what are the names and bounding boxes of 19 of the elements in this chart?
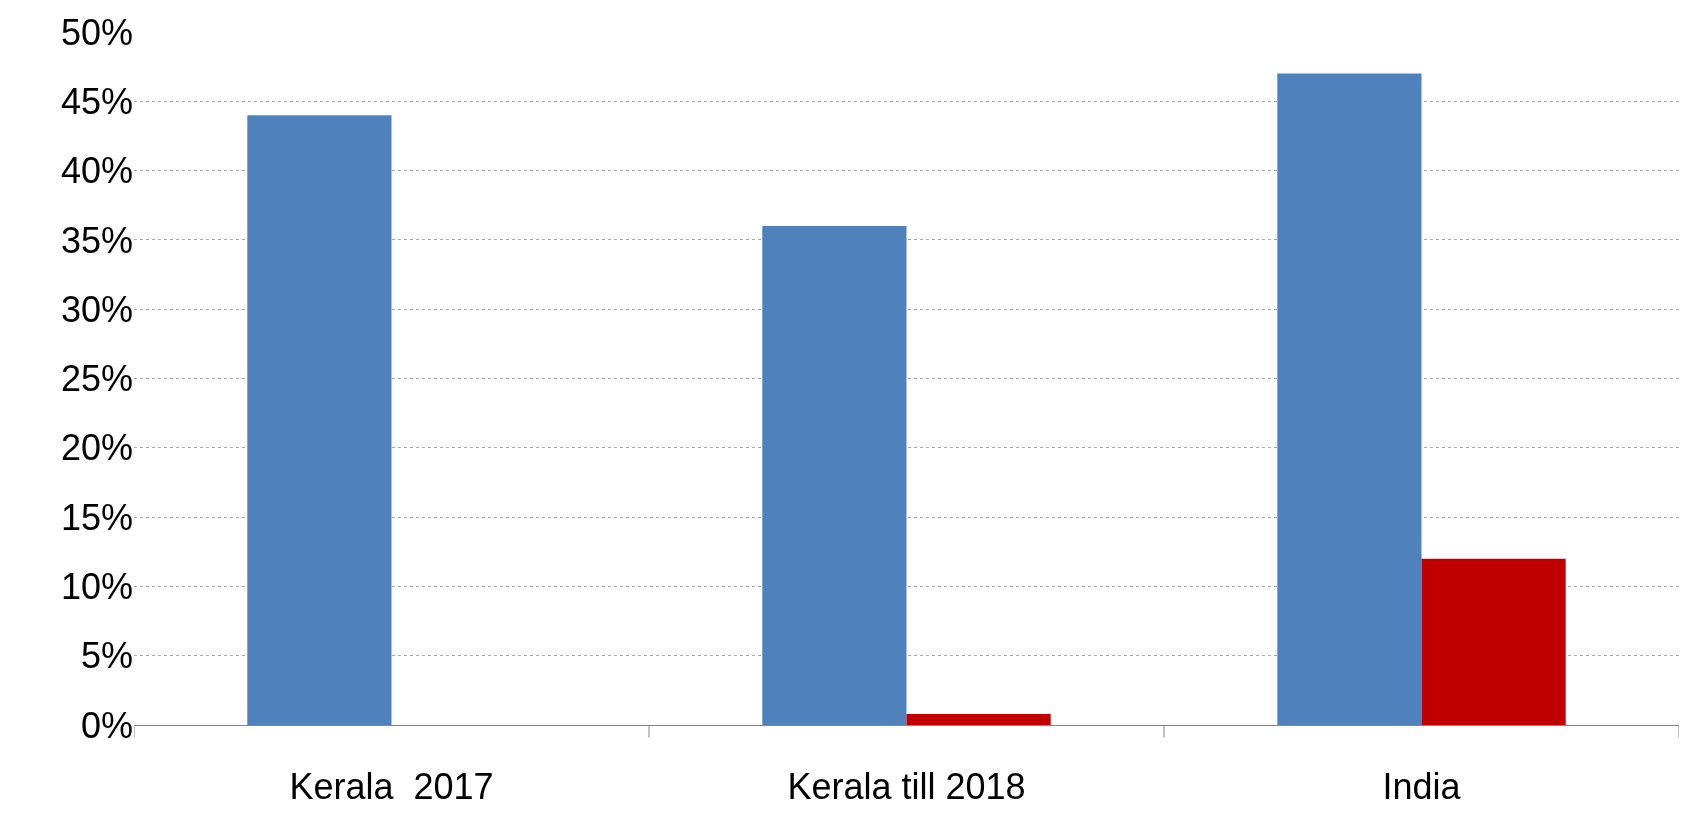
bar (1277, 73, 1422, 725)
x-tick-label: Kerala till 2018 (787, 766, 1026, 808)
y-tick-label: 20% (60, 427, 133, 469)
bar (762, 226, 907, 725)
x-tick-label: India (1382, 766, 1462, 808)
bar (1421, 558, 1566, 725)
y-tick-label: 45% (60, 80, 133, 122)
y-tick-label: 0% (80, 704, 133, 746)
bar (247, 115, 392, 725)
y-tick-label: 40% (60, 150, 133, 192)
y-tick-label: 35% (60, 219, 133, 261)
x-tick-label: Kerala 2017 (289, 766, 494, 808)
y-tick-label: 10% (60, 566, 133, 607)
bar (906, 713, 1051, 725)
y-tick-label: 25% (60, 358, 133, 400)
y-tick-label: 5% (80, 635, 133, 677)
y-tick-label: 15% (60, 496, 133, 538)
y-tick-label: 50% (60, 11, 133, 53)
y-tick-label: 30% (60, 288, 133, 330)
